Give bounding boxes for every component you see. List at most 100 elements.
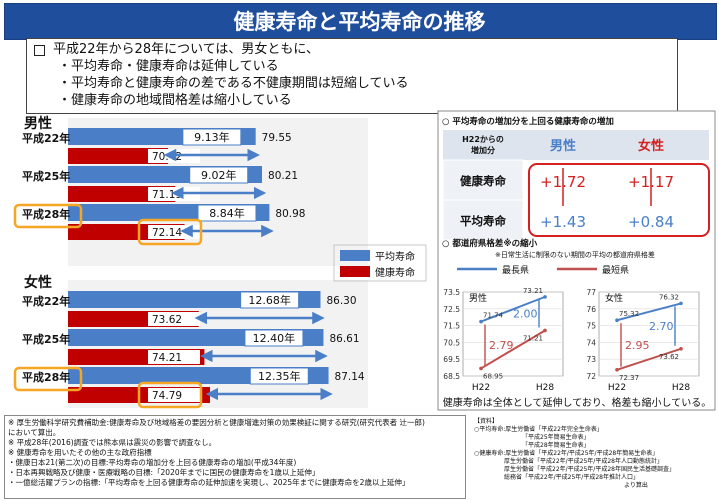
gap-value-label: 8.84年	[209, 206, 245, 220]
gap-value-label: 9.02年	[201, 168, 237, 182]
panel-title: 女性	[605, 292, 623, 304]
data-label: 73.21	[523, 287, 543, 295]
source-line: 総務省「平成22年/平成25年/平成28年推計人口」	[504, 474, 639, 481]
healthy-value-label: 74.79	[152, 390, 182, 402]
table-corner-cell	[443, 130, 523, 160]
data-point	[543, 328, 547, 333]
healthy-highlight-box	[137, 218, 203, 246]
data-point	[615, 318, 619, 323]
legend-label: 平均寿命	[375, 250, 415, 263]
gap-value-box	[189, 166, 249, 184]
year-label: 平成22年	[22, 294, 70, 308]
healthy-value-box	[148, 312, 200, 326]
y-tick-label: 70.5	[443, 338, 460, 347]
y-tick-label: 77	[586, 288, 596, 297]
legend-swatch	[340, 266, 370, 277]
table-row-header-cell	[442, 199, 524, 241]
healthy-value-label: 71.19	[152, 189, 182, 201]
gap-value-box	[240, 291, 300, 309]
y-tick-label: 73	[586, 355, 596, 364]
data-label: 76.32	[659, 293, 679, 301]
data-point	[543, 295, 547, 299]
source-line: ○健康寿命:厚生労働省「平成22年/平成25年/平成28年簡易生命表」	[474, 450, 659, 457]
data-point	[679, 346, 683, 351]
table-emphasis-box	[528, 163, 710, 237]
legend-frame	[333, 244, 427, 282]
average-value-label: 80.21	[268, 170, 298, 182]
healthy-value-label: 72.14	[152, 227, 182, 239]
average-value-label: 87.14	[335, 371, 365, 383]
series-line	[480, 295, 546, 323]
year-highlight-box	[13, 203, 83, 229]
y-tick-label: 72	[586, 372, 596, 381]
gap-value-label: 9.13年	[194, 130, 230, 144]
gap-value-label: 12.40年	[253, 331, 296, 345]
legend-label: 健康寿命	[375, 266, 415, 279]
footnote-line: ・健康日本21(第二次)の目標:平均寿命の増加分を上回る健康寿命の増加(平成34…	[8, 458, 297, 467]
year-label: 平成28年	[22, 207, 70, 221]
table-header-cell	[523, 130, 603, 160]
healthy-value-label: 70.42	[152, 151, 182, 163]
source-line: 「平成28年簡易生命表」	[522, 442, 590, 449]
source-line: 「平成25年簡易生命表」	[522, 434, 590, 441]
average-value-label: 79.55	[262, 132, 292, 144]
footnote-line: ※ 厚生労働科学研究費補助金:健康寿命及び地域格差の要因分析と健康増進対策の効果…	[8, 418, 425, 427]
footnote-line: ※ 平成28年(2016)調査では熊本県は震災の影響で調査なし。	[8, 438, 217, 447]
gap-value-box	[249, 367, 309, 385]
table-column-header: 男性	[550, 138, 576, 154]
data-label: 72.37	[619, 374, 639, 382]
data-label: 73.62	[659, 353, 679, 361]
footnote-line: ・日本再興戦略及び健康・医療戦略の目標:「2020年までに国民の健康寿命を1歳以…	[8, 468, 320, 477]
table-corner-label: 増加分	[471, 145, 495, 155]
data-label: 75.32	[619, 310, 639, 318]
y-tick-label: 69.5	[443, 355, 460, 364]
year-label: 平成22年	[22, 131, 70, 145]
table-row-header-cell	[442, 159, 524, 201]
source-line: 【資料】	[474, 418, 499, 425]
page-title: 健康寿命と平均寿命の推移	[233, 10, 486, 34]
line-title: ○ 都道府県格差※の縮小	[442, 238, 538, 249]
y-tick-label: 68.5	[443, 372, 460, 381]
table-value: +0.84	[628, 213, 674, 231]
source-line: より算出	[624, 482, 648, 489]
y-tick-label: 73.5	[443, 288, 460, 297]
footnote-line: ※ 健康寿命を用いたその他の主な政府指標	[8, 448, 152, 457]
life-expectancy-bar-chart: 男性79.5570.429.13年平成22年80.2171.199.02年平成2…	[13, 115, 427, 409]
table-value: +1.43	[540, 213, 586, 231]
year-highlight-box	[13, 366, 83, 392]
gap-value-label: 12.68年	[248, 293, 291, 307]
summary-line: ・平均寿命と健康寿命の差である不健康期間は短縮している	[58, 76, 409, 91]
x-tick-label: H22	[608, 383, 626, 393]
average-value-label: 80.98	[275, 208, 305, 220]
summary-line: ・平均寿命・健康寿命は延伸している	[58, 59, 279, 74]
series-line	[616, 347, 682, 371]
healthy-value-label: 73.62	[152, 314, 182, 326]
y-tick-label: 74	[586, 338, 596, 347]
healthy-highlight-box	[137, 381, 203, 409]
table-column-header: 女性	[638, 138, 664, 154]
table-row-label: 健康寿命	[460, 174, 506, 188]
healthy-value-label: 74.21	[152, 352, 182, 364]
gap-label-h28: 2.70	[649, 320, 674, 333]
gap-value-box	[244, 329, 304, 347]
data-point	[615, 367, 619, 372]
data-point	[679, 301, 683, 306]
source-line: ○平均寿命:厚生労働省「平成22年完全生命表」	[474, 426, 603, 433]
x-tick-label: H28	[536, 383, 554, 393]
average-value-label: 86.30	[326, 295, 356, 307]
data-label: 71.21	[523, 334, 543, 342]
footnotes: ※ 厚生労働科学研究費補助金:健康寿命及び地域格差の要因分析と健康増進対策の効果…	[8, 418, 425, 488]
table-corner-label: H22からの	[462, 135, 504, 144]
summary-line: ・健康寿命の地域間格差は縮小している	[58, 93, 292, 108]
table-title: ○ 平均寿命の増加分を上回る健康寿命の増加	[442, 116, 614, 127]
summary-box	[26, 38, 678, 114]
group-label: 女性	[24, 274, 52, 291]
gap-value-box	[182, 128, 242, 146]
series-line	[480, 329, 546, 370]
summary-line: 平成22年から28年については、男女ともに、	[53, 42, 320, 57]
line-subtitle: ※日常生活に制限のない期間の平均の都道府県格差	[495, 250, 655, 259]
y-tick-label: 72.5	[443, 305, 460, 314]
sources: 【資料】 ○平均寿命:厚生労働省「平成22年完全生命表」 「平成25年簡易生命表」「…	[474, 418, 675, 490]
data-label: 68.95	[483, 372, 503, 380]
healthy-value-box	[148, 350, 200, 364]
